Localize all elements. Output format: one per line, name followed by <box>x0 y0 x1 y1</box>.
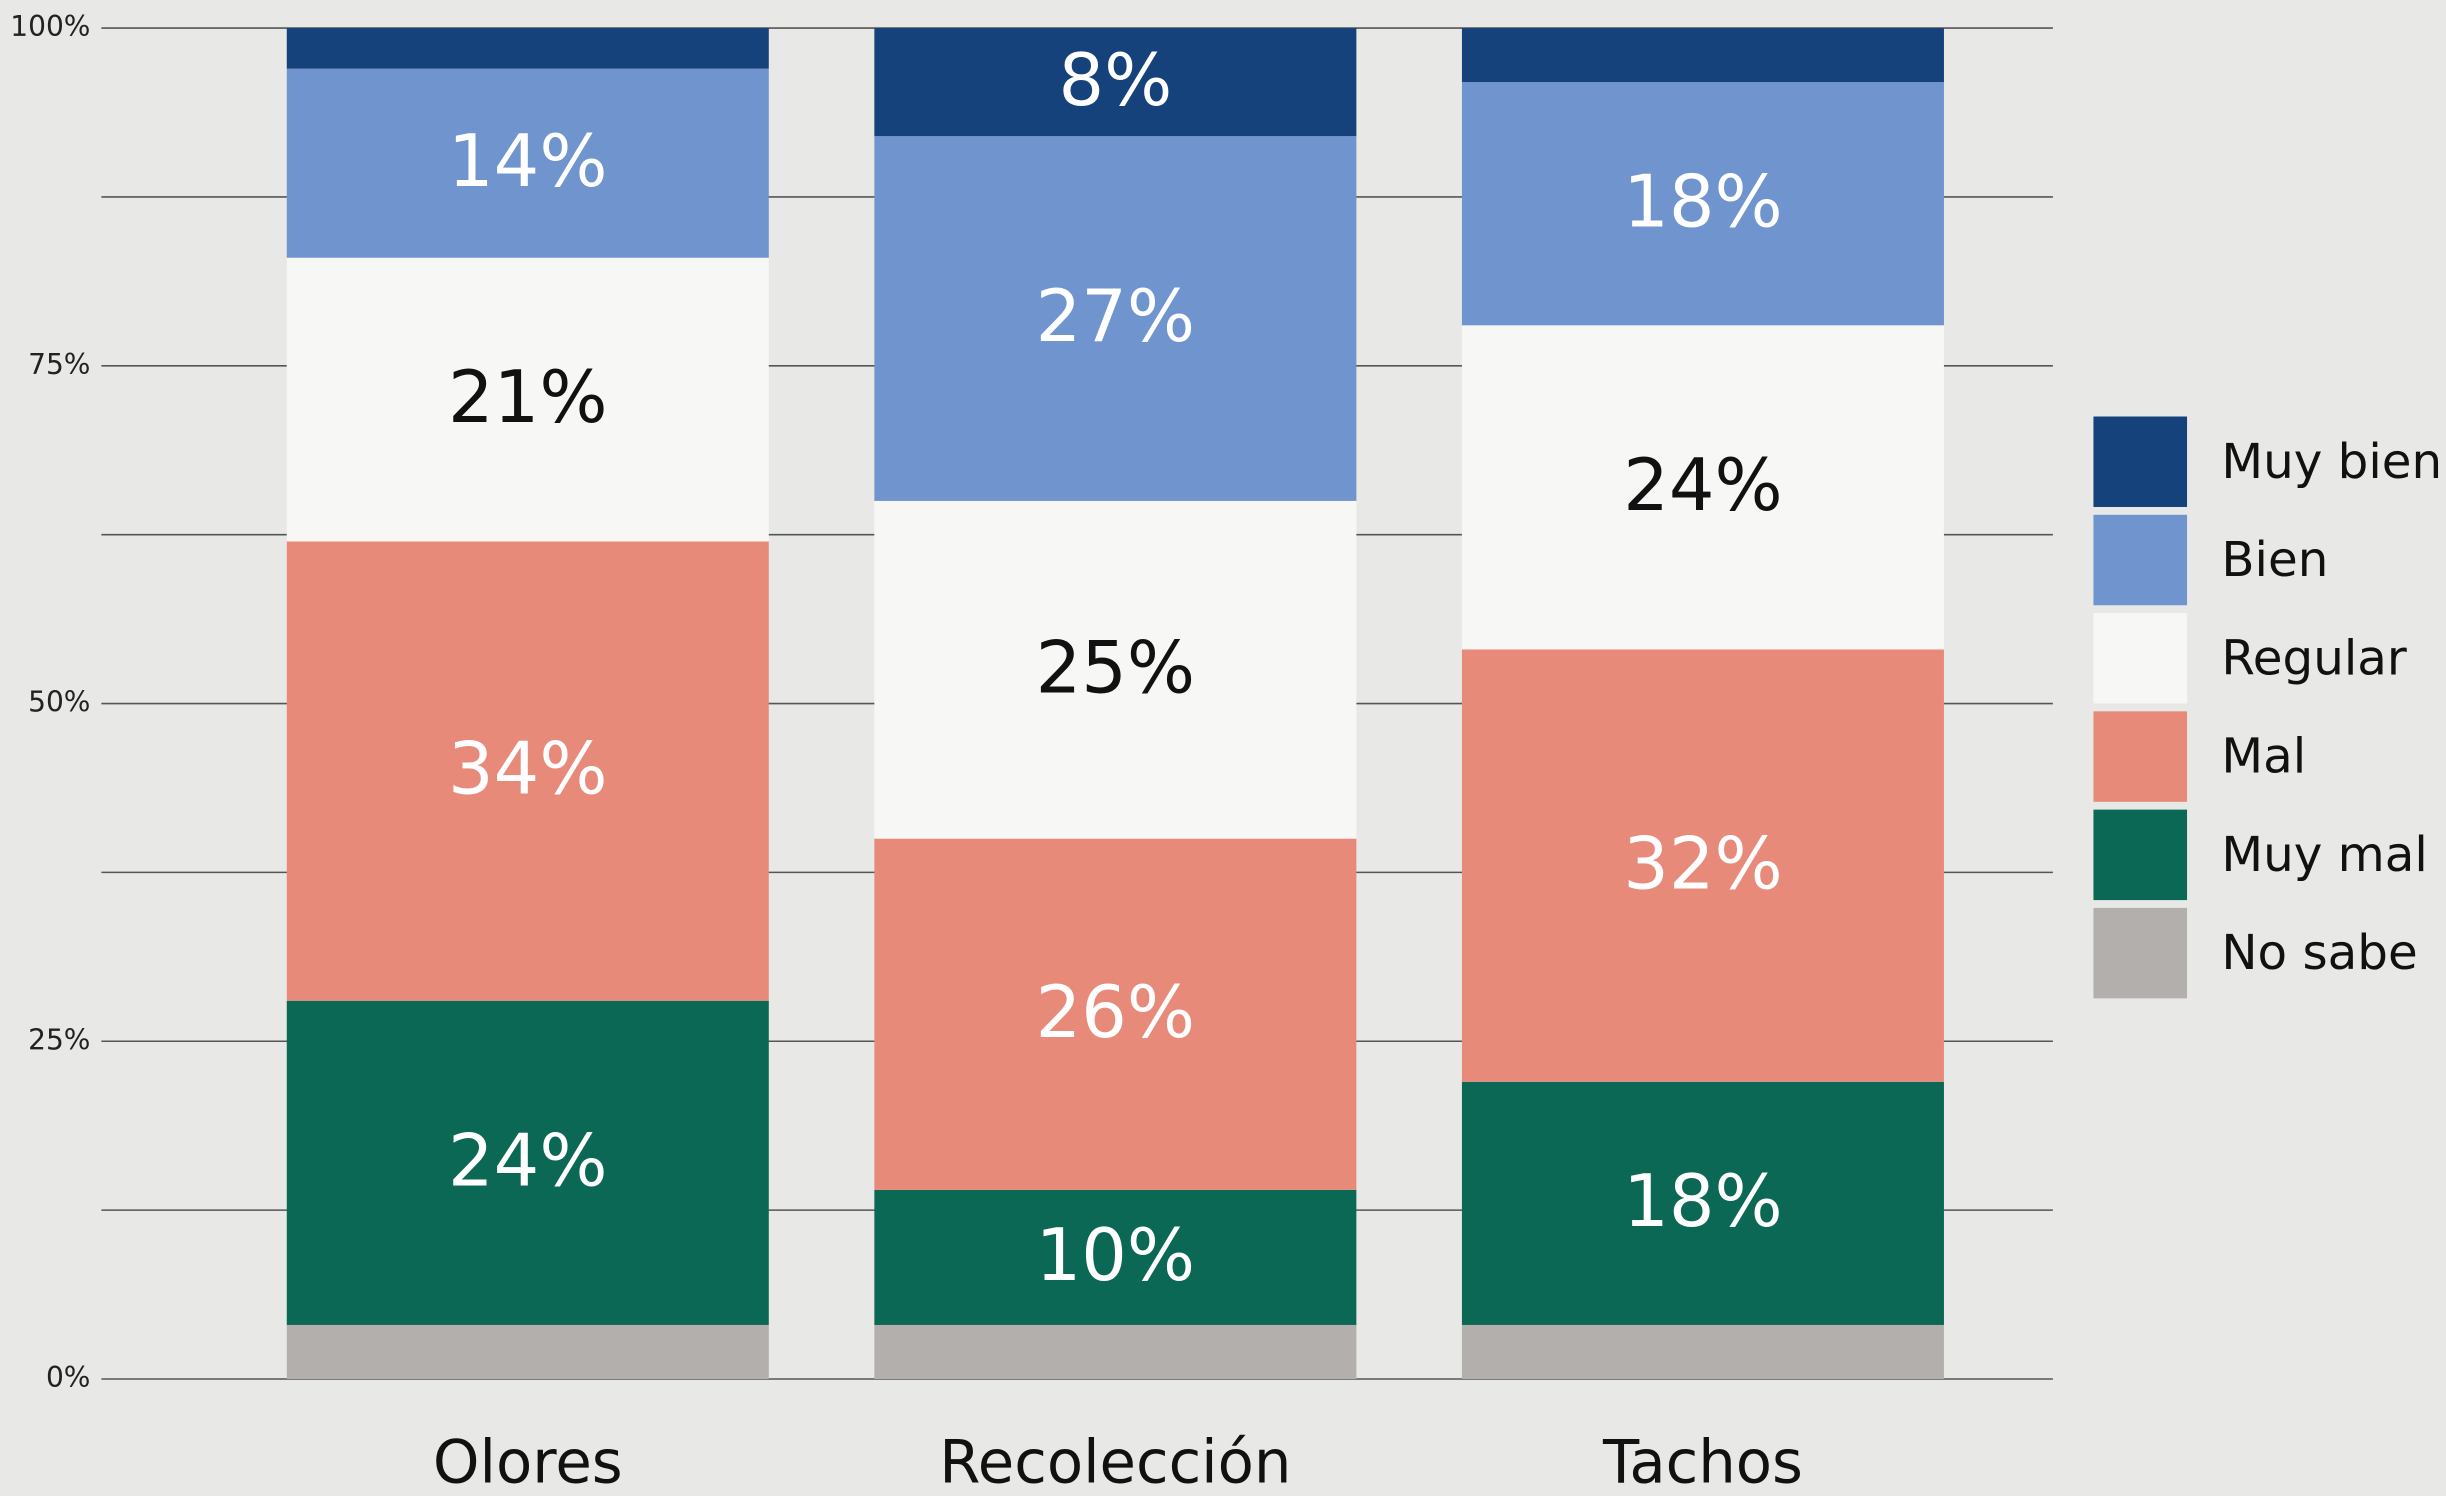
value-label: 14% <box>448 119 607 203</box>
legend-label: No sabe <box>2221 925 2417 981</box>
value-label: 32% <box>1623 821 1782 905</box>
value-label: 26% <box>1036 970 1195 1054</box>
legend-label: Bien <box>2221 532 2328 588</box>
value-label: 27% <box>1036 274 1195 358</box>
legend-swatch <box>2093 514 2188 606</box>
bar-segment <box>1461 1081 1944 1325</box>
bar-segment <box>1461 325 1944 650</box>
bar-segment <box>874 500 1357 839</box>
legend-swatch <box>2093 809 2188 901</box>
y-tick-label: 75% <box>28 348 90 381</box>
value-label: 34% <box>448 727 607 811</box>
y-tick-label: 0% <box>46 1361 91 1394</box>
bar-segment <box>1461 649 1944 1082</box>
bar-segment <box>286 28 769 69</box>
x-tick-label: Recolección <box>939 1427 1291 1496</box>
value-label: 21% <box>448 355 607 439</box>
legend-swatch <box>2093 907 2188 999</box>
x-tick-label: Tachos <box>1602 1427 1803 1496</box>
bar-segment <box>874 136 1357 501</box>
x-tick-label: Olores <box>433 1427 623 1496</box>
y-tick-label: 100% <box>10 10 90 43</box>
legend-label: Regular <box>2221 630 2407 686</box>
bar-segment <box>874 838 1357 1190</box>
y-tick-label: 50% <box>28 686 90 719</box>
value-label: 25% <box>1036 625 1195 709</box>
value-label: 24% <box>1623 443 1782 527</box>
legend-swatch <box>2093 613 2188 704</box>
bar-segment <box>1461 1324 1944 1379</box>
value-label: 24% <box>448 1119 607 1203</box>
bar-segment <box>874 1324 1357 1379</box>
legend-swatch <box>2093 416 2188 507</box>
legend-label: Muy bien <box>2221 434 2442 490</box>
bar-segment <box>286 1000 769 1325</box>
bar-segment <box>1461 82 1944 326</box>
value-label: 18% <box>1623 1159 1782 1243</box>
value-label: 8% <box>1058 38 1172 122</box>
bar-segment <box>1461 28 1944 83</box>
y-tick-label: 25% <box>28 1023 90 1056</box>
legend-label: Muy mal <box>2221 827 2427 883</box>
bar-segment <box>874 28 1357 137</box>
bar-segment <box>874 1189 1357 1325</box>
legend-swatch <box>2093 711 2188 802</box>
value-label: 10% <box>1036 1213 1195 1297</box>
bar-segment <box>286 68 769 258</box>
value-label: 18% <box>1623 159 1782 243</box>
bar-segment <box>286 257 769 542</box>
bar-segment <box>286 541 769 1001</box>
legend-label: Mal <box>2221 729 2306 785</box>
bar-segment <box>286 1324 769 1379</box>
